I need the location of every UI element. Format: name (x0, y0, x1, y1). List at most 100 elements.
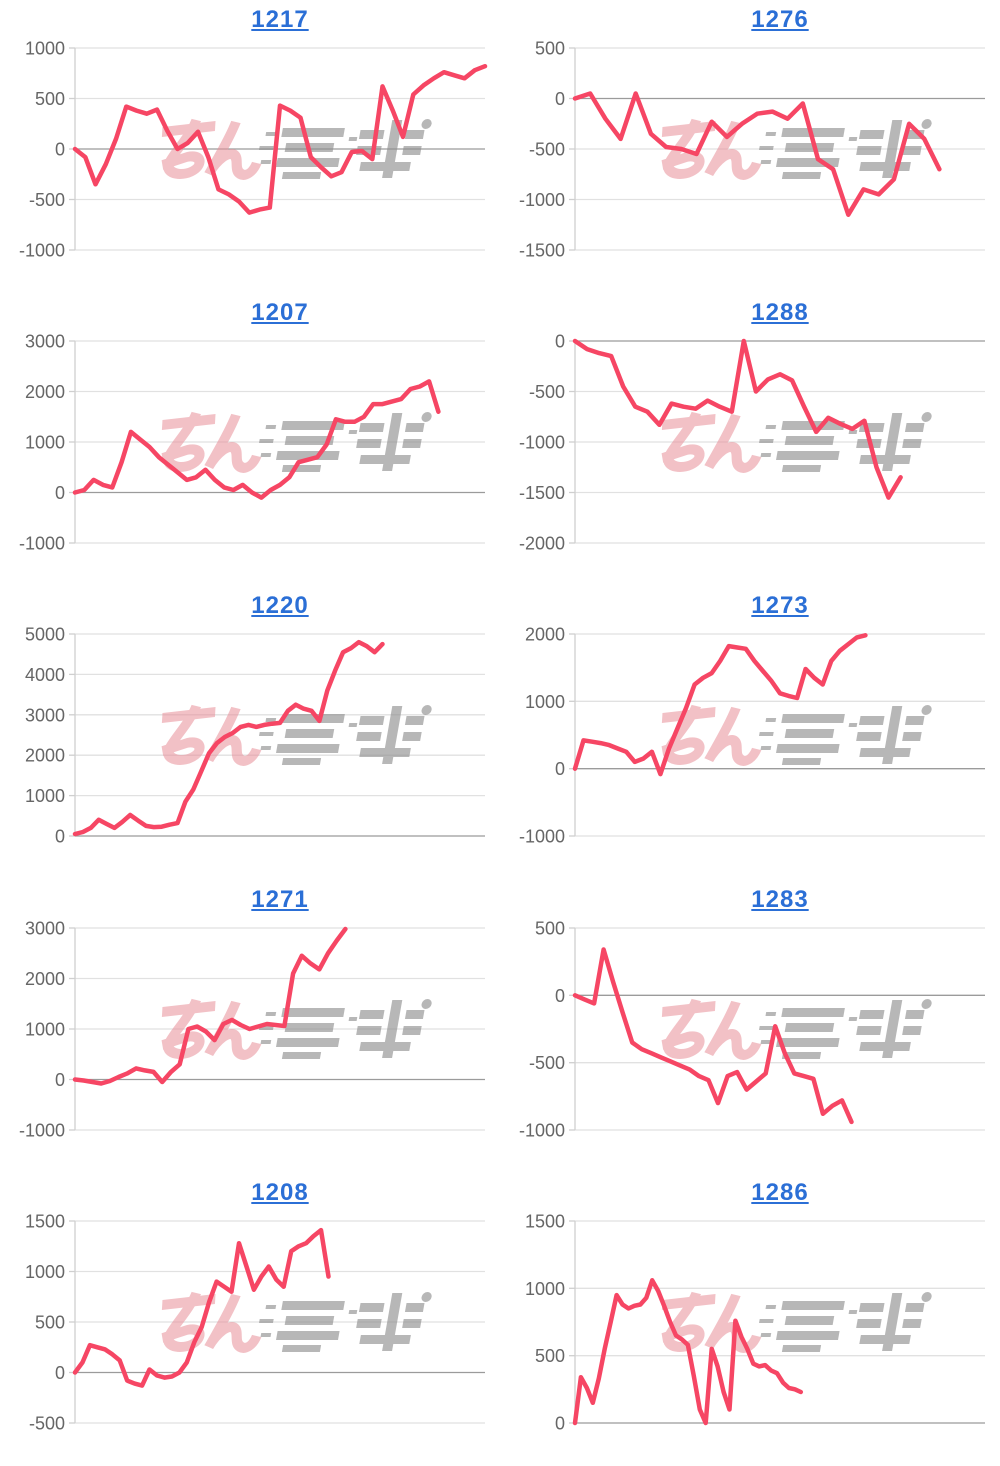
y-tick-label: 0 (555, 760, 565, 780)
profit-line (72, 63, 488, 215)
y-tick-label: -1500 (519, 483, 565, 503)
y-tick-label: -1000 (19, 241, 65, 261)
profit-line (72, 1227, 331, 1388)
chart-title-row: 1208 (75, 1173, 485, 1207)
y-tick-label: 500 (35, 1312, 65, 1332)
y-tick-label: 1000 (525, 692, 565, 712)
y-tick-label: 3000 (25, 332, 65, 352)
slump-graph: 1500 1000 500 0 (525, 1211, 985, 1433)
min-repo-watermark-icon (161, 998, 432, 1060)
chart-cell-1283: 1283 500 0 -500 -1000 (500, 880, 1000, 1173)
y-tick-label: 500 (535, 918, 565, 938)
chart-title-row: 1286 (575, 1173, 985, 1207)
y-tick-label: 0 (555, 332, 565, 352)
y-tick-label: 1000 (25, 433, 65, 453)
profit-line (72, 926, 348, 1086)
y-tick-label: 0 (555, 985, 565, 1005)
y-tick-label: -1000 (519, 1120, 565, 1140)
chart-title-row: 1283 (575, 880, 985, 914)
y-tick-label: 1500 (25, 1211, 65, 1231)
min-repo-watermark-icon (661, 998, 932, 1060)
y-tick-label: -1000 (19, 1120, 65, 1140)
slump-graph: 3000 2000 1000 0 -1000 (19, 918, 485, 1140)
machine-number-link[interactable]: 1207 (251, 299, 309, 327)
chart-title-row: 1288 (575, 293, 985, 327)
slump-graph: 5000 4000 3000 2000 1000 0 (25, 625, 485, 847)
y-tick-label: 2000 (25, 969, 65, 989)
chart-cell-1276: 1276 500 0 -500 -1000 -1500 (500, 0, 1000, 293)
y-tick-label: 1000 (25, 1262, 65, 1282)
chart-cell-1273: 1273 2000 1000 0 -1000 (500, 586, 1000, 879)
machine-number-link[interactable]: 1273 (751, 592, 809, 620)
y-tick-label: -1500 (519, 241, 565, 261)
y-tick-label: 3000 (25, 706, 65, 726)
y-tick-label: -500 (529, 140, 565, 160)
y-tick-label: 0 (555, 89, 565, 109)
machine-number-link[interactable]: 1271 (251, 885, 309, 913)
profit-line (572, 1277, 804, 1425)
machine-number-link[interactable]: 1276 (751, 6, 809, 33)
y-tick-label: 0 (55, 140, 65, 160)
machine-number-link[interactable]: 1220 (251, 592, 309, 620)
y-tick-label: 1000 (525, 1279, 565, 1299)
y-tick-label: 1000 (25, 786, 65, 806)
y-tick-label: 4000 (25, 665, 65, 685)
chart-title-row: 1217 (75, 0, 485, 34)
slump-graph: 3000 2000 1000 0 -1000 (19, 332, 485, 554)
slump-graph: 1000 500 0 -500 -1000 (19, 39, 488, 261)
chart-cell-1208: 1208 1500 1000 500 0 -500 (0, 1173, 500, 1466)
slump-graph: 500 0 -500 -1000 -1500 (519, 39, 985, 261)
y-tick-label: -1000 (519, 190, 565, 210)
slump-graph: 0 -500 -1000 -1500 -2000 (519, 332, 985, 554)
machine-number-link[interactable]: 1288 (751, 299, 809, 327)
y-tick-label: -2000 (519, 534, 565, 554)
y-tick-label: 1000 (25, 39, 65, 59)
y-tick-label: 0 (55, 483, 65, 503)
y-tick-label: 5000 (25, 625, 65, 645)
y-tick-label: -1000 (519, 433, 565, 453)
chart-cell-1207: 1207 3000 2000 1000 0 -1000 (0, 293, 500, 586)
y-tick-label: 2000 (25, 382, 65, 402)
chart-title-row: 1207 (75, 293, 485, 327)
machine-number-link[interactable]: 1208 (251, 1178, 309, 1206)
min-repo-watermark-icon (661, 1291, 932, 1353)
chart-title-row: 1220 (75, 586, 485, 620)
profit-line (72, 640, 385, 837)
chart-cell-1271: 1271 3000 2000 1000 0 -1000 (0, 880, 500, 1173)
y-tick-label: -500 (29, 1413, 65, 1433)
y-tick-label: -500 (529, 382, 565, 402)
y-tick-label: 1500 (525, 1211, 565, 1231)
chart-cell-1220: 1220 5000 4000 3000 2000 1000 0 (0, 586, 500, 879)
chart-title-row: 1271 (75, 880, 485, 914)
y-tick-label: 0 (555, 1413, 565, 1433)
y-tick-label: 500 (535, 1346, 565, 1366)
chart-cell-1286: 1286 1500 1000 500 0 (500, 1173, 1000, 1466)
y-tick-label: -500 (529, 1053, 565, 1073)
machine-number-link[interactable]: 1286 (751, 1178, 809, 1206)
y-tick-label: 0 (55, 1070, 65, 1090)
min-repo-watermark-icon (161, 705, 432, 767)
y-tick-label: -1000 (519, 827, 565, 847)
min-repo-watermark-icon (161, 411, 432, 473)
profit-line (572, 338, 903, 501)
y-tick-label: 2000 (25, 746, 65, 766)
machine-number-link[interactable]: 1217 (251, 6, 309, 33)
profit-line (572, 946, 854, 1124)
slump-graph: 2000 1000 0 -1000 (519, 625, 985, 847)
y-tick-label: 0 (55, 827, 65, 847)
y-tick-label: 2000 (525, 625, 565, 645)
y-tick-label: 0 (55, 1363, 65, 1383)
chart-title-row: 1273 (575, 586, 985, 620)
slump-graph: 500 0 -500 -1000 (519, 918, 985, 1140)
profit-line (572, 633, 868, 777)
chart-cell-1217: 1217 1000 500 0 -500 -1000 (0, 0, 500, 293)
y-tick-label: -1000 (19, 534, 65, 554)
min-repo-watermark-icon (661, 705, 932, 767)
machine-number-link[interactable]: 1283 (751, 885, 809, 913)
profit-line (72, 379, 441, 501)
y-tick-label: -500 (29, 190, 65, 210)
slump-graph: 1500 1000 500 0 -500 (25, 1211, 485, 1433)
y-tick-label: 500 (35, 89, 65, 109)
chart-title-row: 1276 (575, 0, 985, 34)
